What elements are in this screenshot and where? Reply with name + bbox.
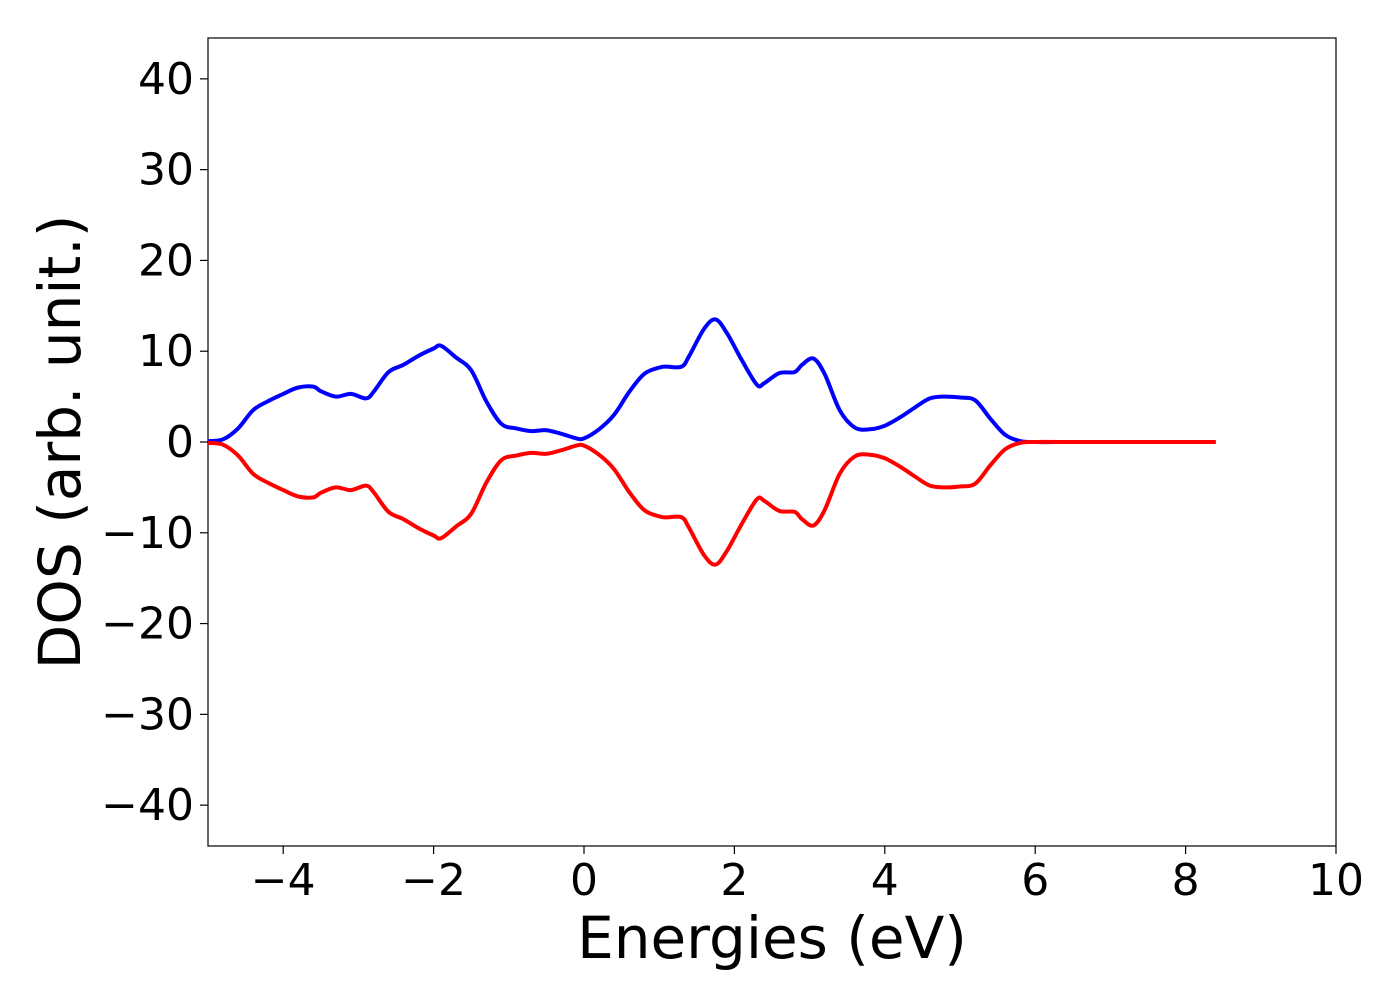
y-tick-label: 30 (138, 145, 194, 196)
y-tick-label: 20 (138, 235, 194, 286)
y-tick-label: −30 (101, 689, 194, 740)
y-tick-label: 0 (166, 417, 194, 468)
x-tick-label: 2 (720, 855, 748, 906)
y-tick-label: 40 (138, 54, 194, 105)
y-tick-label: −10 (101, 508, 194, 559)
x-axis-ticks: −4 −2 0 2 4 6 8 10 (251, 846, 1364, 906)
y-axis-title: DOS (arb. unit.) (26, 215, 94, 670)
x-tick-label: 6 (1021, 855, 1049, 906)
y-tick-label: 10 (138, 326, 194, 377)
x-axis-title: Energies (eV) (577, 904, 967, 972)
x-tick-label: 0 (570, 855, 598, 906)
y-axis-ticks: 40 30 20 10 0 −10 −20 −30 −40 (101, 54, 208, 831)
series-layer (207, 317, 1216, 567)
series-line-up (207, 317, 1216, 445)
series-line-down (207, 439, 1216, 567)
x-tick-label: 8 (1172, 855, 1200, 906)
x-tick-label: −2 (401, 855, 466, 906)
y-tick-label: −40 (101, 780, 194, 831)
x-tick-label: 4 (871, 855, 899, 906)
y-tick-label: −20 (101, 599, 194, 650)
x-tick-label: 10 (1308, 855, 1364, 906)
x-tick-label: −4 (251, 855, 316, 906)
